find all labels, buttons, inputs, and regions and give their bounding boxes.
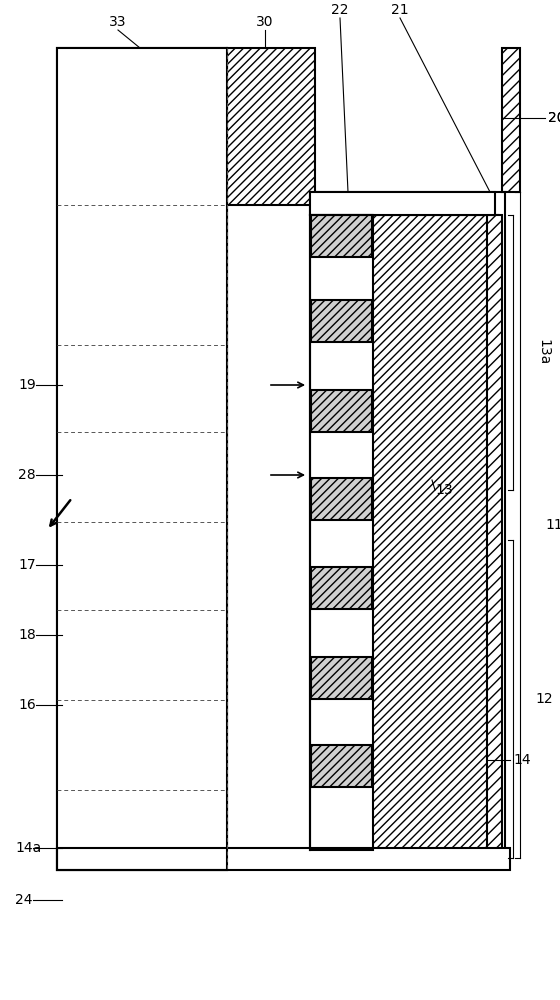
Bar	[311, 657, 372, 699]
Text: 21: 21	[391, 3, 409, 17]
Text: 19: 19	[18, 378, 36, 392]
Text: 16: 16	[18, 698, 36, 712]
Text: 20: 20	[548, 111, 560, 125]
Bar	[57, 700, 227, 790]
Bar	[311, 300, 372, 342]
Text: 17: 17	[18, 558, 36, 572]
Bar	[502, 48, 520, 192]
Bar	[57, 345, 227, 432]
Bar	[310, 192, 495, 215]
Bar	[311, 745, 372, 787]
Bar	[487, 215, 502, 850]
Bar	[57, 848, 227, 870]
Text: 24: 24	[15, 893, 32, 907]
Bar	[57, 48, 227, 205]
Bar	[311, 478, 372, 520]
Bar	[57, 205, 227, 345]
Bar	[57, 48, 227, 870]
Text: 11: 11	[545, 518, 560, 532]
Bar	[57, 48, 227, 870]
Bar	[57, 790, 227, 848]
Text: 14: 14	[513, 753, 531, 767]
Bar	[373, 215, 498, 850]
Text: 13a: 13a	[536, 339, 550, 365]
Text: 14a: 14a	[15, 841, 41, 855]
Text: 22: 22	[332, 3, 349, 17]
Bar	[57, 610, 227, 700]
Text: 33: 33	[109, 15, 127, 29]
Bar	[311, 390, 372, 432]
Bar	[57, 522, 227, 610]
Text: 18: 18	[18, 628, 36, 642]
Bar	[57, 432, 227, 522]
Bar	[310, 192, 505, 858]
Bar	[311, 567, 372, 609]
Bar	[311, 215, 372, 257]
Text: 28: 28	[18, 468, 36, 482]
Bar	[57, 848, 510, 870]
Text: 20: 20	[548, 111, 560, 125]
Text: 13: 13	[435, 483, 452, 497]
Text: 30: 30	[256, 15, 274, 29]
Bar	[227, 48, 315, 205]
Text: 12: 12	[535, 692, 553, 706]
